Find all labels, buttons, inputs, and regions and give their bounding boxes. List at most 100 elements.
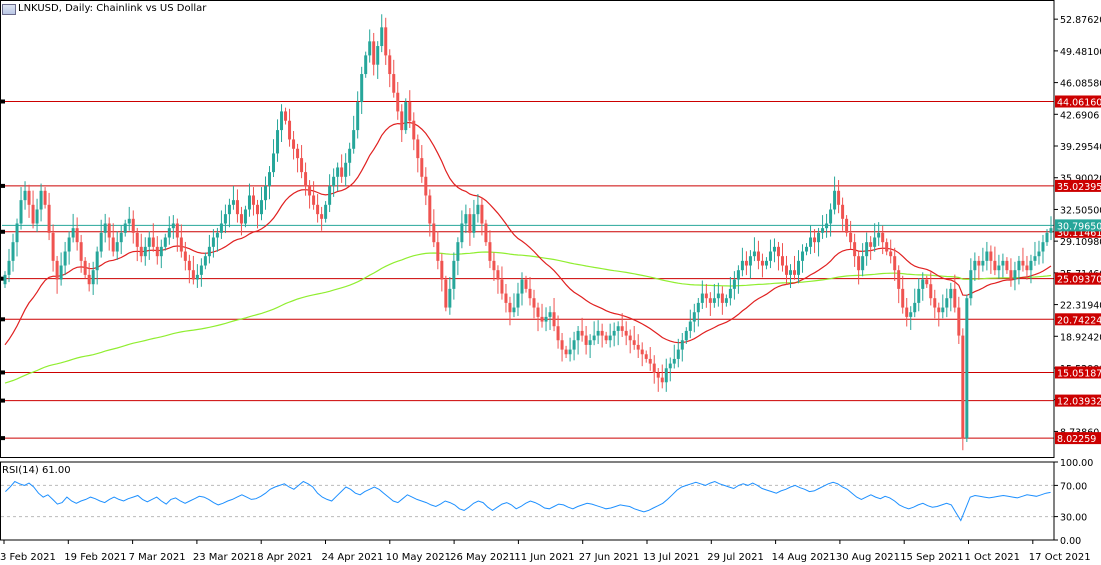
candle xyxy=(111,223,115,257)
candle-body xyxy=(708,298,712,303)
x-tick-label: 1 Oct 2021 xyxy=(965,552,1020,563)
candle xyxy=(223,204,227,234)
candle xyxy=(151,223,155,252)
candle-body xyxy=(268,172,272,187)
candle xyxy=(652,355,656,384)
candle-body xyxy=(91,270,95,285)
candle-body xyxy=(909,312,913,317)
candle-body xyxy=(861,256,865,271)
candle xyxy=(332,168,336,197)
candle-body xyxy=(239,214,243,224)
candlesticks xyxy=(3,14,1053,451)
candle-body xyxy=(107,223,111,238)
candle xyxy=(147,231,151,260)
candle xyxy=(35,198,39,232)
candle-body xyxy=(67,237,71,252)
candle xyxy=(1013,261,1017,291)
candle-body xyxy=(1021,260,1025,266)
candle-body xyxy=(504,293,508,303)
candle xyxy=(648,347,652,371)
candle-body xyxy=(997,265,1001,271)
candle-body xyxy=(1009,270,1013,280)
candle-body xyxy=(945,298,949,308)
candle-body xyxy=(47,204,51,233)
candle-body xyxy=(111,237,115,252)
candle-body xyxy=(712,298,716,303)
candle xyxy=(728,276,732,306)
candle xyxy=(668,357,672,382)
candle-body xyxy=(957,307,961,336)
candle xyxy=(139,233,143,263)
candle-body xyxy=(308,186,312,196)
candle-body xyxy=(280,111,284,131)
candle-body xyxy=(756,251,760,261)
candle xyxy=(813,229,817,253)
candle xyxy=(488,230,492,269)
candle xyxy=(889,239,893,264)
candle-body xyxy=(223,214,227,224)
candle xyxy=(929,272,933,306)
candle xyxy=(584,326,588,355)
level-label-bg xyxy=(1055,179,1101,192)
candle xyxy=(640,342,644,367)
candle-body xyxy=(552,312,556,327)
candle xyxy=(941,294,945,319)
level-label-text: 8.02259 xyxy=(1057,434,1096,445)
candle xyxy=(953,274,957,313)
candle-body xyxy=(79,242,83,261)
candle xyxy=(500,266,504,300)
candle-body xyxy=(989,251,993,261)
chart-menu-icon[interactable] xyxy=(2,4,16,15)
candle xyxy=(869,236,873,260)
candle xyxy=(676,338,680,368)
candle-body xyxy=(724,298,728,303)
candle-body xyxy=(821,228,825,233)
candle xyxy=(837,180,841,214)
candle xyxy=(115,231,119,260)
candle xyxy=(752,237,756,262)
candle-body xyxy=(452,260,456,289)
candle xyxy=(496,265,500,294)
candle-body xyxy=(259,200,263,215)
candle xyxy=(296,143,300,173)
candle-body xyxy=(564,349,568,355)
candle-body xyxy=(716,293,720,299)
candle-body xyxy=(977,260,981,266)
level-label-bg xyxy=(1055,313,1101,326)
candle xyxy=(821,215,825,239)
candle xyxy=(784,255,788,285)
candle-body xyxy=(364,55,368,75)
candle-body xyxy=(532,298,536,308)
rsi-tick-label: 70.00 xyxy=(1060,481,1087,492)
candle-body xyxy=(1033,256,1037,261)
candle-body xyxy=(720,293,724,303)
moving-averages xyxy=(4,121,1052,384)
candle-body xyxy=(203,256,207,266)
candle xyxy=(841,197,845,231)
candle xyxy=(540,303,544,328)
candle-body xyxy=(183,251,187,261)
candle xyxy=(63,241,67,276)
candle xyxy=(211,229,215,258)
candle xyxy=(588,334,592,358)
candle xyxy=(268,166,272,200)
candle xyxy=(464,204,468,234)
candle-body xyxy=(825,223,829,229)
candle xyxy=(548,306,552,330)
candle-body xyxy=(873,237,877,247)
level-label-text: 44.06160 xyxy=(1057,97,1101,108)
candle xyxy=(512,293,516,318)
candle xyxy=(316,194,320,223)
candle-body xyxy=(320,214,324,219)
candle-body xyxy=(768,251,772,261)
x-tick-label: 11 Jun 2021 xyxy=(514,552,574,563)
candle xyxy=(155,236,159,265)
candle-body xyxy=(728,288,732,299)
candle xyxy=(344,153,348,187)
candle-body xyxy=(877,232,881,238)
current-price-bg xyxy=(1055,219,1101,232)
candle-body xyxy=(560,340,564,350)
candle xyxy=(973,252,977,281)
